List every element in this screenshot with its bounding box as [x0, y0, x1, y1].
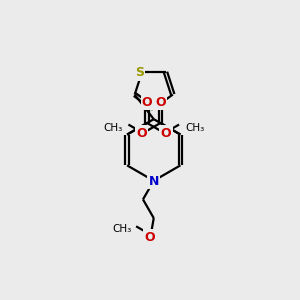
- Text: N: N: [148, 175, 159, 188]
- Text: O: O: [155, 96, 166, 109]
- Text: CH₃: CH₃: [185, 123, 205, 133]
- Text: O: O: [144, 231, 154, 244]
- Text: CH₃: CH₃: [103, 123, 122, 133]
- Text: O: O: [136, 127, 147, 140]
- Text: CH₃: CH₃: [112, 224, 131, 234]
- Text: O: O: [160, 127, 171, 140]
- Text: S: S: [135, 66, 144, 80]
- Text: O: O: [142, 96, 152, 109]
